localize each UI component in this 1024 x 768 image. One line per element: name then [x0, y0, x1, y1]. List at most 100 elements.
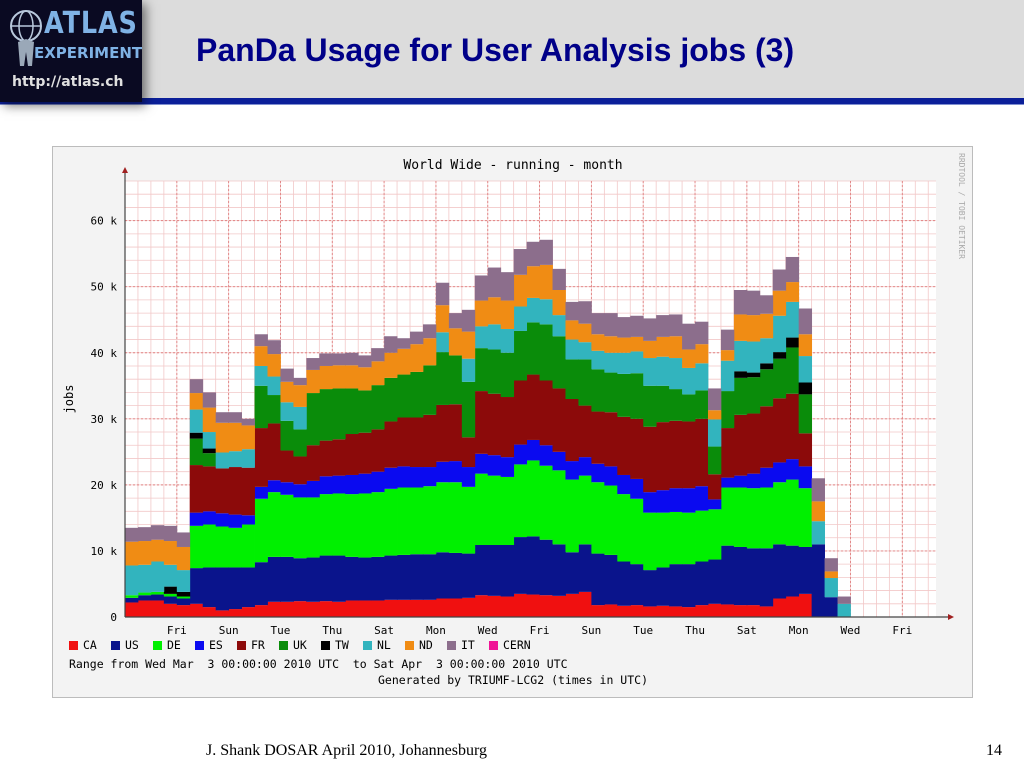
legend-swatch-nd: [405, 641, 414, 650]
area-segment-uk: [578, 359, 592, 406]
area-segment-us: [125, 597, 139, 603]
area-segment-ca: [513, 593, 528, 617]
area-segment-it: [630, 315, 644, 337]
area-segment-de: [578, 475, 592, 545]
area-segment-us: [397, 554, 411, 600]
y-tick-label: 40 k: [91, 347, 118, 360]
area-segment-es: [358, 473, 372, 494]
area-segment-uk: [785, 347, 800, 394]
area-segment-nd: [630, 336, 644, 352]
area-segment-nl: [759, 338, 774, 364]
area-segment-nd: [397, 348, 411, 375]
slide-title: PanDa Usage for User Analysis jobs (3): [196, 32, 795, 68]
area-segment-it: [552, 268, 566, 290]
area-segment-es: [306, 480, 320, 498]
area-segment-uk: [410, 371, 424, 418]
area-segment-us: [448, 552, 463, 599]
area-segment-tw: [176, 591, 191, 597]
area-segment-uk: [202, 453, 217, 467]
y-axis-label: jobs: [62, 385, 76, 414]
y-tick-label: 30 k: [91, 413, 118, 426]
area-segment-nd: [435, 305, 450, 333]
area-segment-ca: [746, 605, 761, 617]
area-segment-fr: [630, 418, 644, 479]
area-segment-nd: [319, 365, 333, 390]
area-segment-es: [604, 466, 618, 486]
area-segment-fr: [384, 421, 398, 468]
area-segment-fr: [733, 414, 748, 476]
legend-label-uk: UK: [293, 638, 307, 652]
area-segment-es: [539, 445, 553, 466]
area-segment-ca: [306, 601, 320, 617]
area-segment-it: [526, 241, 540, 267]
area-segment-ca: [500, 596, 515, 617]
area-segment-nd: [746, 315, 761, 342]
header-band: [0, 0, 1024, 102]
x-tick-label: Wed: [478, 624, 498, 637]
area-segment-nd: [371, 361, 385, 386]
legend-swatch-uk: [279, 641, 288, 650]
area-segment-de: [733, 487, 748, 547]
chart-frame: 0 10 k 20 k 30 k 40 k 50 k 60 k Fri Sun Tue Thu Sat…: [52, 146, 973, 698]
area-segment-nl: [733, 340, 748, 372]
area-segment-it: [669, 314, 683, 337]
area-segment-nd: [306, 369, 320, 394]
legend-label-it: IT: [461, 638, 475, 652]
area-segment-fr: [358, 432, 372, 474]
atlas-figure-icon: [10, 10, 42, 66]
area-segment-nd: [358, 367, 372, 391]
area-segment-es: [630, 478, 644, 499]
slide-footer: J. Shank DOSAR April 2010, Johannesburg: [206, 742, 488, 759]
area-segment-tw: [189, 432, 204, 439]
x-tick-label: Fri: [892, 624, 912, 637]
series-areas: [125, 239, 851, 617]
area-segment-us: [682, 564, 696, 608]
area-segment-us: [474, 544, 489, 596]
area-segment-uk: [604, 372, 618, 413]
area-segment-ca: [591, 605, 605, 617]
x-tick-label: Tue: [271, 624, 291, 637]
area-segment-nd: [150, 539, 165, 562]
area-segment-nl: [630, 351, 644, 374]
area-segment-it: [772, 269, 787, 291]
area-segment-de: [720, 487, 735, 546]
area-segment-nd: [384, 352, 398, 378]
area-segment-de: [656, 512, 670, 568]
area-segment-es: [345, 474, 359, 495]
area-segment-fr: [746, 413, 761, 474]
area-segment-nd: [345, 365, 359, 389]
x-tick-label: Mon: [789, 624, 809, 637]
area-segment-ca: [215, 610, 230, 617]
area-segment-us: [656, 567, 670, 606]
legend: CA US DE ES FR UK TW NL ND IT CERN: [69, 638, 531, 652]
area-segment-nd: [241, 425, 255, 450]
area-segment-us: [410, 554, 424, 600]
area-segment-nd: [228, 422, 242, 452]
area-segment-uk: [474, 348, 489, 392]
area-segment-de: [228, 527, 242, 568]
area-segment-nl: [682, 367, 696, 395]
area-segment-it: [137, 527, 152, 542]
area-segment-fr: [513, 380, 528, 445]
area-segment-us: [189, 568, 204, 604]
area-segment-nd: [759, 313, 774, 339]
area-segment-us: [785, 545, 800, 597]
area-segment-ca: [448, 598, 463, 617]
area-segment-nd: [189, 393, 204, 410]
area-segment-ca: [526, 594, 540, 617]
area-segment-de: [695, 510, 709, 562]
area-segment-nd: [513, 274, 528, 307]
area-segment-us: [332, 555, 346, 602]
area-segment-ca: [539, 595, 553, 617]
area-segment-uk: [254, 385, 268, 429]
area-segment-uk: [643, 385, 657, 427]
area-segment-nd: [422, 338, 437, 366]
area-segment-us: [707, 559, 722, 604]
area-segment-ca: [798, 593, 813, 617]
area-segment-it: [332, 353, 346, 366]
x-axis-arrow: [948, 614, 954, 620]
area-segment-us: [500, 544, 515, 597]
area-segment-nd: [332, 365, 346, 389]
legend-label-fr: FR: [251, 638, 265, 652]
area-segment-it: [617, 317, 631, 338]
